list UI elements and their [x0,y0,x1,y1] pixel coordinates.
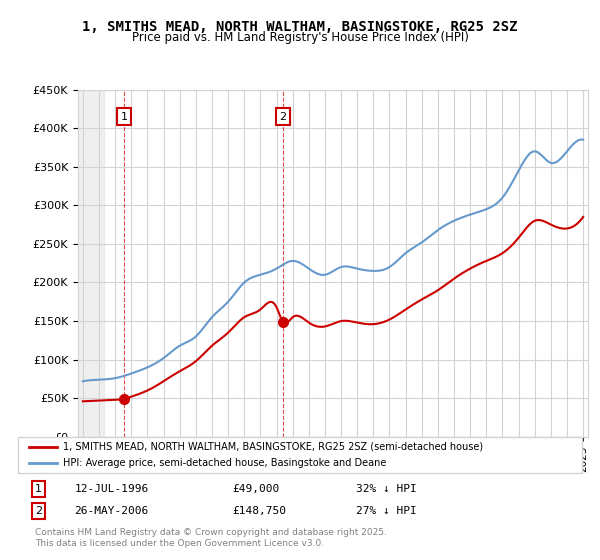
Text: £49,000: £49,000 [232,484,280,494]
FancyBboxPatch shape [18,437,582,473]
Text: 32% ↓ HPI: 32% ↓ HPI [356,484,417,494]
Text: 1, SMITHS MEAD, NORTH WALTHAM, BASINGSTOKE, RG25 2SZ: 1, SMITHS MEAD, NORTH WALTHAM, BASINGSTO… [82,20,518,34]
Text: 1: 1 [121,111,127,122]
Text: HPI: Average price, semi-detached house, Basingstoke and Deane: HPI: Average price, semi-detached house,… [63,458,386,468]
Text: 2: 2 [280,111,287,122]
Text: 1: 1 [35,484,42,494]
Text: 26-MAY-2006: 26-MAY-2006 [74,506,149,516]
Text: Price paid vs. HM Land Registry's House Price Index (HPI): Price paid vs. HM Land Registry's House … [131,31,469,44]
Text: Contains HM Land Registry data © Crown copyright and database right 2025.
This d: Contains HM Land Registry data © Crown c… [35,528,387,548]
Text: 1, SMITHS MEAD, NORTH WALTHAM, BASINGSTOKE, RG25 2SZ (semi-detached house): 1, SMITHS MEAD, NORTH WALTHAM, BASINGSTO… [63,442,483,452]
Text: 2: 2 [35,506,42,516]
Text: 12-JUL-1996: 12-JUL-1996 [74,484,149,494]
Text: £148,750: £148,750 [232,506,286,516]
Bar [75,90,104,437]
Text: 27% ↓ HPI: 27% ↓ HPI [356,506,417,516]
